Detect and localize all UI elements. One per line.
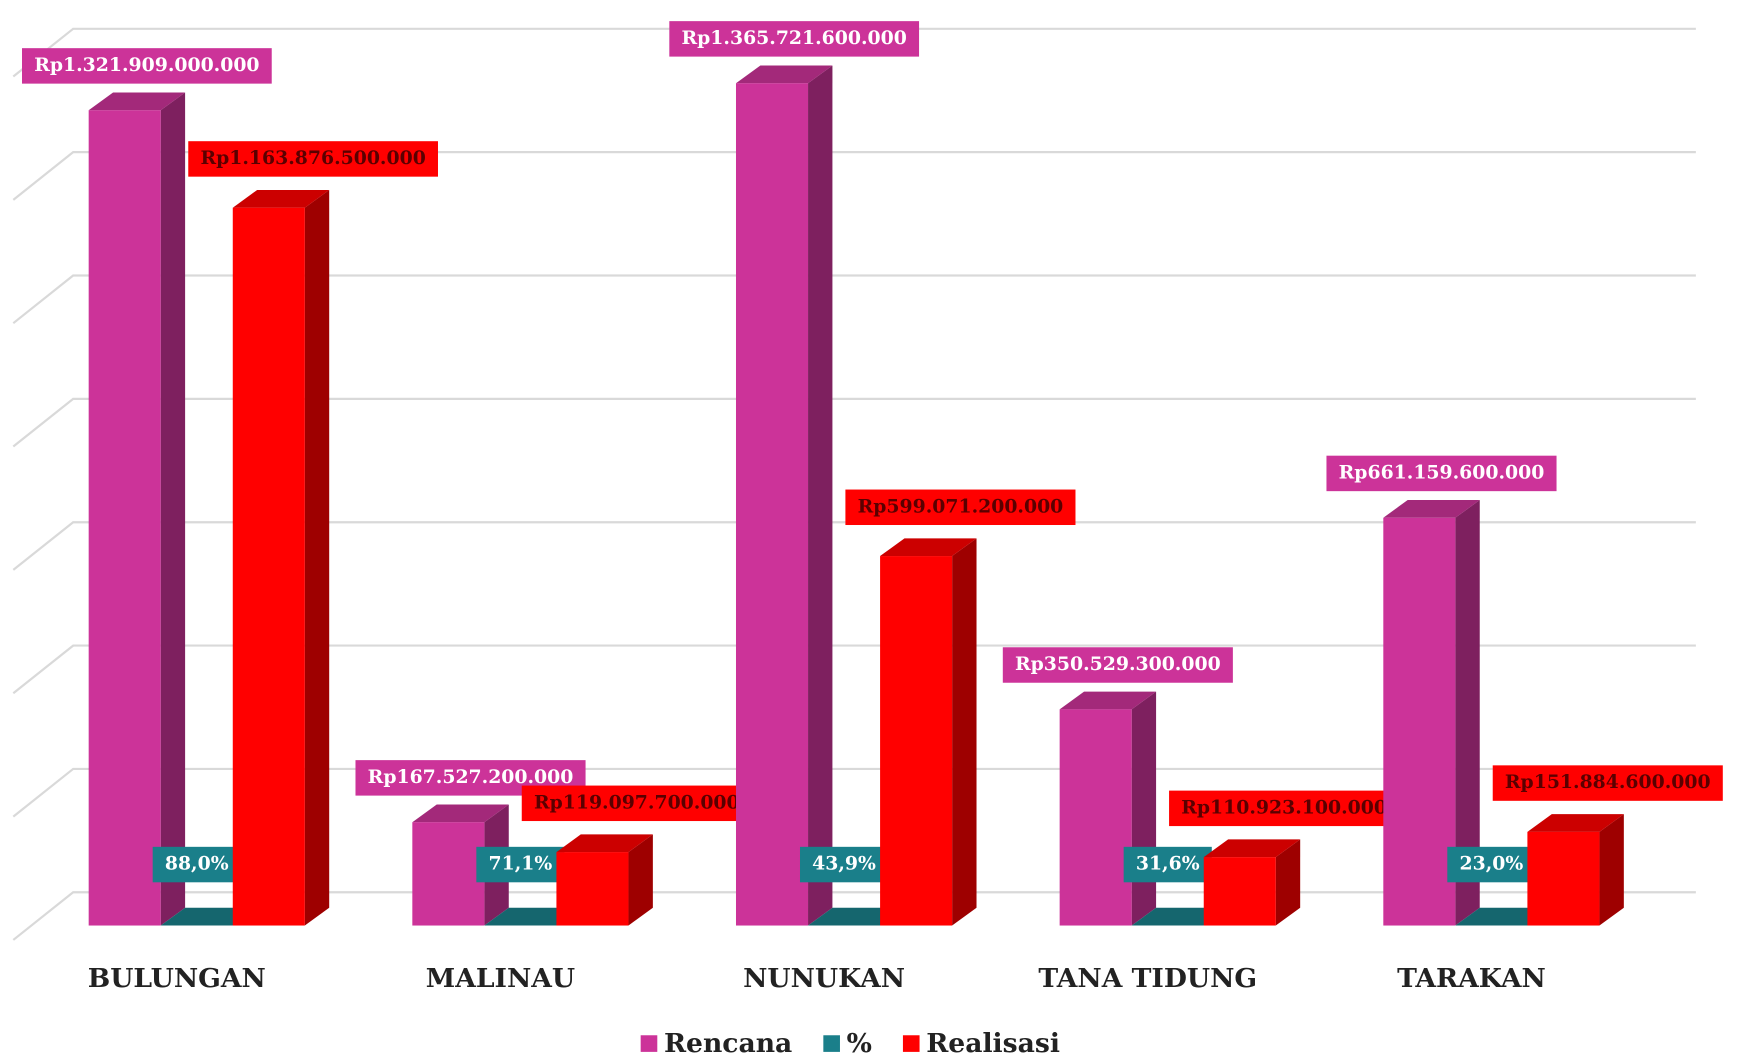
data-label-box (1002, 647, 1233, 683)
legend-label: % (847, 1028, 872, 1059)
bar-side (160, 92, 186, 926)
bar-front (412, 822, 485, 926)
data-label-box (1447, 846, 1536, 883)
data-label: Rp151.884.600.000 (1505, 771, 1711, 793)
data-label: 23,0% (1460, 853, 1524, 875)
bar-top (88, 92, 186, 111)
bar-side (1599, 814, 1624, 926)
bar (1527, 814, 1624, 926)
data-label-box (845, 489, 1076, 526)
bar-front (556, 852, 629, 926)
data-label: Rp1.163.876.500.000 (200, 147, 425, 169)
grid-line (12, 274, 1696, 325)
bar-side (304, 189, 330, 926)
bar-front (1527, 831, 1600, 926)
bar-front (735, 83, 809, 926)
grid-line (12, 397, 1696, 448)
bar (735, 65, 833, 926)
bar-top (412, 804, 509, 823)
bar-front (88, 110, 161, 926)
bar-side (1275, 839, 1301, 926)
bar (1059, 691, 1157, 926)
grid-line (12, 151, 1696, 201)
data-label-box (669, 21, 920, 57)
bar-top (1527, 814, 1624, 832)
x-tick-label: TANA TIDUNG (1038, 963, 1257, 994)
data-label-box (152, 846, 241, 883)
data-label-box (1169, 790, 1400, 827)
bar-front (1059, 709, 1132, 926)
legend-label: Realisasi (926, 1028, 1060, 1059)
data-label-box (521, 785, 752, 822)
data-label: 88,0% (165, 853, 229, 875)
bar-front (1383, 517, 1456, 926)
bar-top (735, 65, 833, 84)
bar-side (808, 65, 833, 926)
legend-swatch (902, 1035, 920, 1052)
bar-front (880, 556, 953, 926)
data-label-box (22, 48, 272, 84)
data-label-box (1326, 455, 1557, 492)
data-label: 71,1% (489, 853, 553, 875)
bar (880, 538, 977, 926)
bar-top (1203, 839, 1301, 858)
data-label: 31,6% (1136, 853, 1200, 875)
grid-line (12, 644, 1696, 695)
data-label: Rp119.097.700.000 (534, 791, 740, 813)
bar (1383, 500, 1480, 926)
bar-top (1383, 500, 1480, 518)
bar-front (1203, 857, 1276, 926)
data-label: 43,9% (812, 853, 876, 875)
bar (88, 92, 186, 926)
bar (232, 189, 330, 926)
data-label: Rp661.159.600.000 (1339, 461, 1545, 483)
bar-side (1131, 691, 1157, 926)
data-label-box (188, 141, 438, 177)
bar-top (232, 189, 330, 208)
data-label-box (1492, 765, 1723, 801)
bar (412, 804, 509, 926)
bar (1203, 839, 1301, 926)
legend-label: Rencana (664, 1028, 792, 1059)
x-tick-label: BULUNGAN (88, 963, 266, 994)
x-tick-label: NUNUKAN (743, 963, 905, 994)
data-label-box (1123, 846, 1212, 883)
data-label-box (799, 846, 889, 883)
legend-swatch (823, 1035, 840, 1052)
bar-top (556, 834, 653, 853)
legend-swatch (640, 1035, 658, 1052)
data-label: Rp110.923.100.000 (1181, 796, 1387, 818)
x-tick-label: TARAKAN (1397, 963, 1546, 994)
bar-top (880, 538, 977, 557)
data-label: Rp599.071.200.000 (858, 495, 1064, 517)
data-label: Rp1.321.909.000.000 (34, 54, 259, 76)
bar-side (628, 834, 653, 926)
bar-side (952, 538, 977, 926)
data-label: Rp350.529.300.000 (1015, 653, 1221, 675)
grid-line (12, 521, 1696, 571)
bar (556, 834, 653, 926)
x-tick-label: MALINAU (426, 963, 575, 994)
data-label: Rp167.527.200.000 (368, 766, 574, 788)
bar-front (232, 207, 305, 926)
data-label-box (476, 846, 565, 883)
plot: BULUNGAN Rp1.321.909.000.000 88,0% Rp1.163.… (12, 21, 1723, 1059)
bar-top (1059, 691, 1157, 710)
data-label: Rp1.365.721.600.000 (682, 27, 907, 49)
bar-side (1455, 500, 1480, 926)
